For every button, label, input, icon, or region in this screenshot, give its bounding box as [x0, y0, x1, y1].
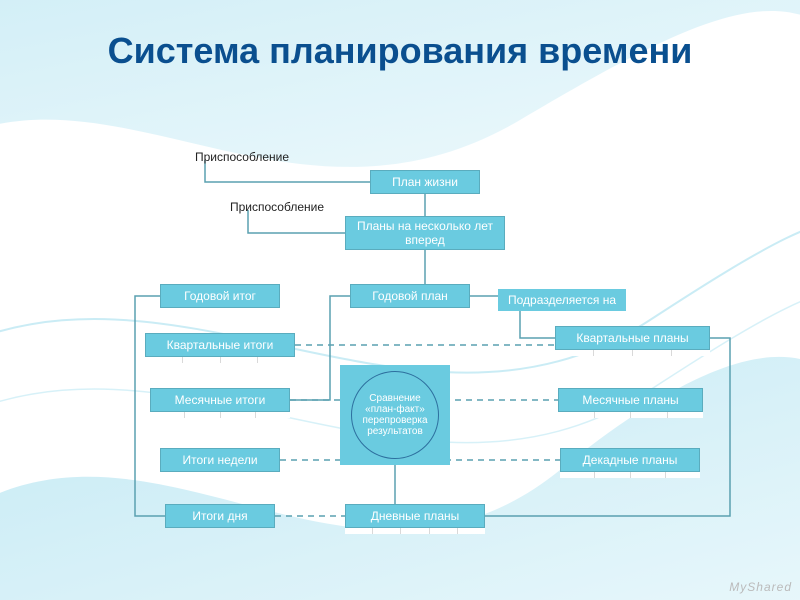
node-d_res: Итоги дня: [165, 504, 275, 528]
ticks-dec_plan: [560, 472, 700, 478]
node-year_res: Годовой итог: [160, 284, 280, 308]
ticks-d_plan: [345, 528, 485, 534]
watermark: MyShared: [729, 580, 792, 594]
ticks-q_plan: [555, 350, 710, 356]
node-w_res: Итоги недели: [160, 448, 280, 472]
page-title: Система планирования времени: [0, 30, 800, 71]
node-m_res: Месячные итоги: [150, 388, 290, 412]
label-adapt2: Приспособление: [230, 200, 324, 214]
node-d_plan: Дневные планы: [345, 504, 485, 528]
label-subdiv: Подразделяется на: [498, 289, 626, 311]
ticks-m_plan: [558, 412, 703, 418]
center-circle: Сравнение «план-факт» перепроверка резул…: [351, 371, 439, 459]
node-dec_plan: Декадные планы: [560, 448, 700, 472]
diagram-stage: Система планирования времени План жизни П…: [0, 0, 800, 600]
ticks-q_res: [145, 357, 295, 363]
ticks-m_res: [150, 412, 290, 418]
node-q_res: Квартальные итоги: [145, 333, 295, 357]
node-q_plan: Квартальные планы: [555, 326, 710, 350]
label-adapt1: Приспособление: [195, 150, 289, 164]
node-multi: Планы на несколько лет вперед: [345, 216, 505, 250]
node-year_plan: Годовой план: [350, 284, 470, 308]
node-life: План жизни: [370, 170, 480, 194]
node-m_plan: Месячные планы: [558, 388, 703, 412]
